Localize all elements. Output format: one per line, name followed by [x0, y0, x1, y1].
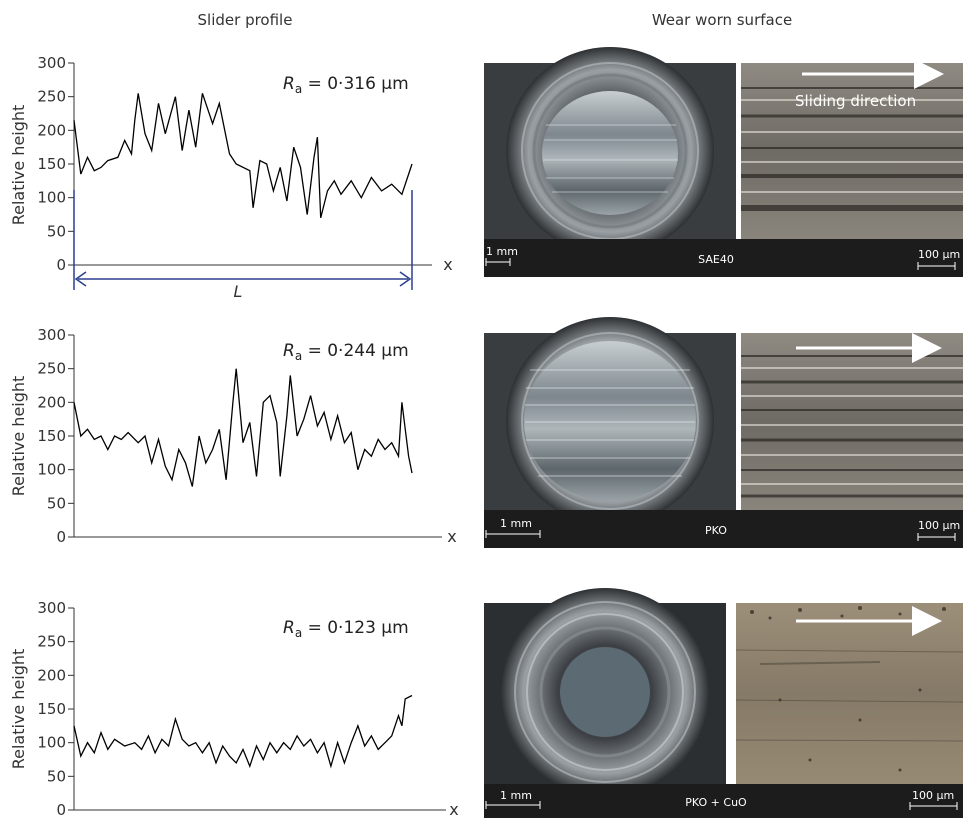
header-wear-worn-surface: Wear worn surface	[652, 11, 792, 29]
y-axis-label: Relative height	[9, 649, 28, 770]
y-tick-label: 200	[37, 393, 66, 411]
length-label: L	[234, 282, 243, 301]
y-tick-label: 200	[37, 666, 66, 684]
micrograph-panel-pko: 1 mm PKO 100 μm	[484, 317, 963, 548]
scale-bar-macro: 1 mm	[486, 245, 518, 258]
wear-scar	[560, 647, 650, 737]
scale-bar-macro: 1 mm	[500, 517, 532, 530]
profile-line	[73, 368, 413, 487]
profile-chart-1: Relative height x 0 50 100 150 200 250 300 Ra …	[9, 54, 453, 301]
y-axis-label: Relative height	[9, 376, 28, 497]
y-tick-label: 300	[37, 326, 66, 344]
y-tick-label: 200	[37, 121, 66, 139]
x-axis-label: x	[449, 800, 458, 819]
wear-scar	[524, 341, 696, 501]
label-bar	[484, 239, 963, 277]
y-tick-label: 300	[37, 54, 66, 72]
lubricant-label: PKO + CuO	[685, 796, 747, 809]
profile-line	[73, 694, 413, 769]
lubricant-label: SAE40	[698, 253, 734, 266]
scale-bar-micro: 100 μm	[918, 248, 960, 261]
y-tick-label: 50	[47, 494, 66, 512]
y-tick-label: 300	[37, 599, 66, 617]
y-tick-label: 250	[37, 88, 66, 106]
y-tick-label: 150	[37, 700, 66, 718]
y-tick-label: 0	[56, 256, 66, 274]
ra-label: Ra = 0·244 μm	[283, 341, 409, 363]
label-bar	[484, 510, 963, 548]
y-tick-label: 50	[47, 767, 66, 785]
profile-chart-2: Relative height x 0 50 100 150 200 250 300 Ra …	[9, 326, 457, 546]
scale-bar-macro: 1 mm	[500, 789, 532, 802]
scale-bar-micro: 100 μm	[918, 519, 960, 532]
y-tick-label: 0	[56, 528, 66, 546]
y-tick-label: 150	[37, 427, 66, 445]
micro-image-bg	[736, 603, 963, 784]
micrograph-panel-pko-cuo: 1 mm PKO + CuO 100 μm	[484, 588, 964, 818]
y-tick-label: 50	[47, 222, 66, 240]
header-slider-profile: Slider profile	[198, 11, 293, 29]
y-axis-label: Relative height	[9, 105, 28, 226]
sliding-direction-label: Sliding direction	[795, 92, 916, 110]
profile-line	[73, 93, 413, 219]
ra-label: Ra = 0·316 μm	[283, 74, 409, 96]
ra-label: Ra = 0·123 μm	[283, 618, 409, 640]
wear-scar	[542, 91, 678, 215]
micro-image-bg	[741, 63, 963, 239]
y-tick-label: 0	[56, 801, 66, 819]
label-bar	[484, 784, 963, 818]
y-tick-label: 250	[37, 633, 66, 651]
y-tick-label: 100	[37, 189, 66, 207]
x-axis-label: x	[443, 255, 452, 274]
y-tick-label: 250	[37, 360, 66, 378]
micrograph-panel-sae40: Sliding direction 1 mm SAE40 100 μm	[484, 47, 963, 277]
y-tick-label: 100	[37, 461, 66, 479]
scale-bar-micro: 100 μm	[912, 789, 954, 802]
lubricant-label: PKO	[705, 524, 727, 537]
y-tick-label: 100	[37, 734, 66, 752]
y-tick-label: 150	[37, 155, 66, 173]
length-marker: L	[73, 190, 413, 301]
profile-chart-3: Relative height x 0 50 100 150 200 250 300 Ra …	[9, 599, 459, 819]
x-axis-label: x	[447, 527, 456, 546]
